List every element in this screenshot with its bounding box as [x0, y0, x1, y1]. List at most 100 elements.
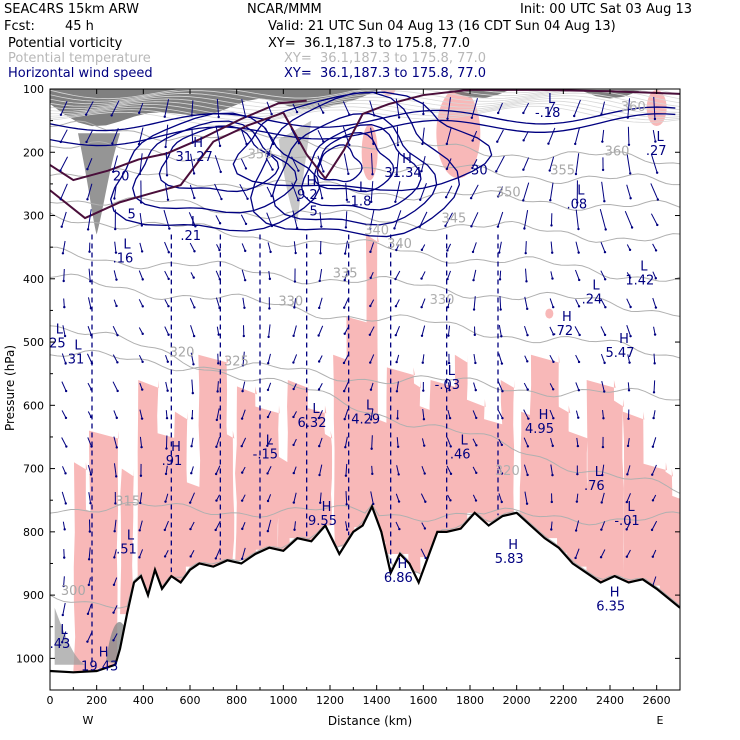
x-tick-label: 1800	[456, 694, 484, 707]
wind-vector	[138, 549, 144, 558]
wind-vector	[523, 382, 529, 390]
wind-vector	[471, 98, 478, 118]
wind-vector	[498, 324, 502, 337]
wind-vector-head	[113, 556, 116, 559]
wind-vector-head	[61, 641, 64, 644]
wind-vector-head	[241, 364, 245, 367]
wind-vector-head	[292, 415, 295, 419]
wind-vector-head	[217, 333, 220, 336]
theta-contour-360	[50, 120, 680, 165]
wind-vector	[241, 437, 247, 447]
theta-contour-340	[50, 212, 680, 282]
wind-vector-head	[246, 197, 249, 200]
wind-vector	[61, 410, 67, 419]
extremum-marker: L	[595, 465, 603, 480]
wind-vector	[445, 212, 453, 227]
wind-vector	[497, 102, 503, 114]
wind-vector-head	[418, 225, 421, 228]
wind-vector	[626, 153, 631, 174]
x-tick-label: 2200	[549, 694, 577, 707]
y-tick-label: 700	[23, 463, 44, 476]
wind-vector	[345, 183, 348, 200]
wind-vector	[626, 325, 632, 337]
wind-vector	[164, 326, 170, 335]
wind-vector	[215, 520, 221, 531]
wind-vector-head	[141, 360, 144, 364]
wind-vector-head	[244, 167, 248, 170]
wind-vector-head	[216, 390, 219, 393]
wind-vector-head	[654, 306, 658, 309]
wind-vector-head	[140, 224, 144, 227]
wind-vector	[215, 548, 221, 559]
wind-vector	[523, 409, 529, 419]
wind-vector	[113, 605, 118, 613]
wind-vector-head	[188, 501, 192, 504]
wind-vector-head	[522, 111, 525, 115]
wind-vector-head	[115, 304, 118, 308]
wind-vector	[61, 631, 67, 643]
wind-vector-head	[322, 170, 325, 173]
wind-vector-head	[342, 389, 346, 393]
wind-vector-head	[446, 249, 449, 252]
rh-shading	[585, 380, 616, 583]
wind-vector	[343, 353, 350, 364]
wind-contour	[50, 113, 676, 147]
forecast-label: Fcst:	[4, 19, 35, 34]
wind-vector-head	[164, 145, 167, 149]
wind-vector	[421, 465, 426, 474]
wind-vector-head	[551, 388, 555, 391]
extremum-marker: L	[366, 399, 374, 414]
wind-vector-head	[472, 308, 476, 311]
field-wind-name: Horizontal wind speed	[8, 66, 153, 81]
wind-vector-head	[318, 444, 321, 448]
wind-vector-head	[603, 390, 606, 393]
wind-vector-head	[627, 417, 630, 421]
wind-vector	[345, 463, 348, 476]
wind-vector-head	[601, 140, 604, 143]
wind-vector	[626, 465, 631, 475]
wind-vector	[627, 382, 630, 391]
wind-vector	[472, 438, 477, 446]
wind-vector	[111, 128, 119, 144]
wind-vector-head	[603, 361, 606, 365]
theta-label: 340	[364, 224, 389, 239]
wind-vector	[395, 325, 400, 336]
wind-vector	[394, 181, 401, 202]
wind-vector	[343, 153, 349, 174]
wind-vector	[600, 549, 606, 558]
wind-vector	[60, 100, 68, 115]
wind-vector-head	[369, 250, 372, 254]
wind-vector-head	[344, 474, 348, 477]
wind-vector-head	[471, 139, 474, 142]
theta-label: 315	[115, 495, 140, 510]
wind-vector	[191, 100, 194, 116]
wind-vector	[600, 270, 606, 280]
wind-vector	[267, 353, 271, 364]
wind-vector	[215, 437, 221, 448]
wind-vector-head	[395, 360, 398, 364]
theta-label: 320	[170, 345, 195, 360]
wind-vector-head	[420, 334, 424, 337]
wind-vector	[473, 353, 476, 364]
wind-vector	[550, 438, 554, 446]
y-tick-label: 300	[23, 210, 44, 223]
wind-vector	[216, 408, 220, 421]
wind-vector	[63, 298, 65, 308]
wind-vector-head	[192, 334, 196, 338]
wind-vector	[447, 410, 451, 419]
wind-vector	[371, 465, 373, 474]
wind-vector-head	[220, 197, 223, 201]
wind-vector-head	[87, 583, 91, 587]
theta-label: 330	[278, 294, 303, 309]
wind-vector	[575, 241, 580, 253]
extremum-marker: L	[640, 259, 648, 274]
extremum-value: .76	[584, 479, 605, 494]
wind-vector-head	[110, 114, 113, 117]
wind-vector	[165, 381, 169, 391]
wind-vector-head	[574, 172, 578, 176]
wind-vector-head	[86, 198, 89, 201]
wind-vector	[241, 521, 246, 530]
wind-vector-head	[628, 248, 632, 252]
wind-vector	[164, 270, 170, 280]
wind-vector	[446, 437, 452, 447]
